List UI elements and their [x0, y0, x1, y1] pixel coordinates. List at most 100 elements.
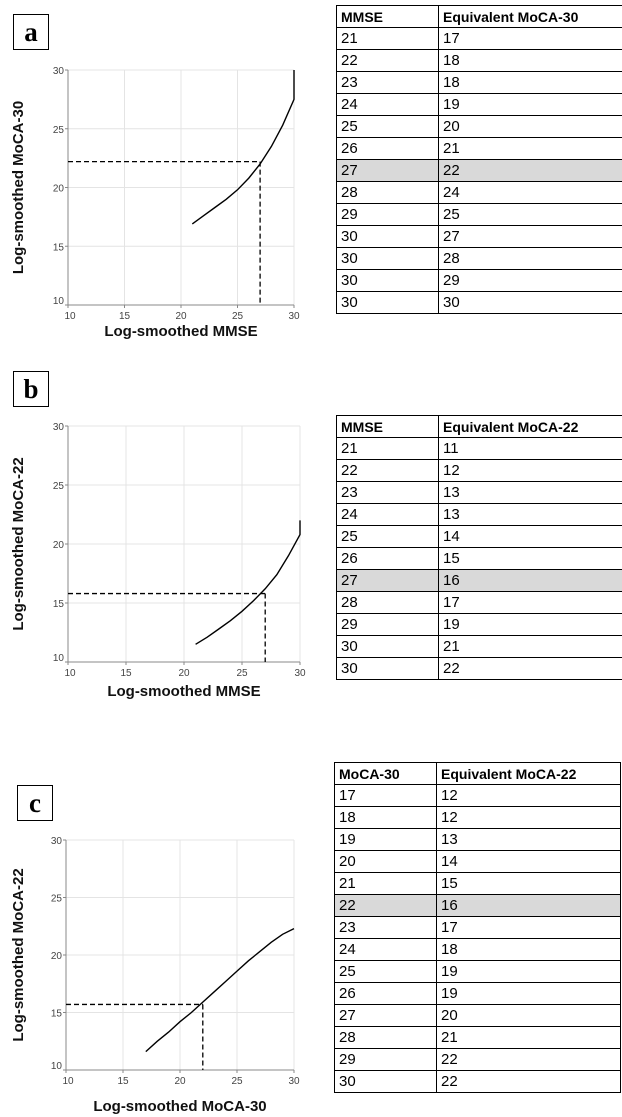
table-row: 22 12: [336, 459, 622, 482]
y-tick-label: 20: [51, 951, 63, 962]
table-row: 18 12: [334, 806, 621, 829]
table-cell: 19: [334, 828, 437, 851]
chart-c: 10 15 20 25 30 10 15 20 25 30 Log-smoothed MoCA-30…: [10, 836, 300, 1115]
table-cell: 12: [436, 806, 621, 829]
table-row: 25 20: [336, 115, 622, 138]
table-cell: 17: [438, 27, 622, 50]
table-cell: 29: [336, 203, 439, 226]
table-row: 29 22: [334, 1048, 621, 1071]
table-cell: 13: [438, 481, 622, 504]
table-header-row: MMSE Equivalent MoCA-30: [336, 5, 622, 28]
table-cell: 26: [334, 982, 437, 1005]
table-row: 23 13: [336, 481, 622, 504]
table-row: 21 15: [334, 872, 621, 895]
panel-label-a: a: [13, 14, 49, 50]
table-row: 17 12: [334, 784, 621, 807]
table-cell: 30: [438, 291, 622, 314]
table-cell: 20: [436, 1004, 621, 1027]
table-cell: 17: [334, 784, 437, 807]
table-cell: 18: [436, 938, 621, 961]
table-cell: 19: [438, 613, 622, 636]
table-header-cell: MoCA-30: [334, 762, 437, 785]
x-tick-label: 10: [64, 311, 76, 322]
table-row: 29 25: [336, 203, 622, 226]
x-tick-label: 20: [175, 311, 187, 322]
table-cell: 19: [436, 982, 621, 1005]
table-cell: 15: [438, 547, 622, 570]
table-cell: 25: [334, 960, 437, 983]
table-cell: 24: [438, 181, 622, 204]
table-cell: 27: [336, 159, 439, 182]
panel-label-c: c: [17, 785, 53, 821]
table-row: 28 17: [336, 591, 622, 614]
table-cell: 30: [336, 657, 439, 680]
table-cell: 17: [438, 591, 622, 614]
conversion-table-b: MMSE Equivalent MoCA-22 21 11 22 12 23 13 24 13 25…: [336, 415, 622, 680]
panel-label-b: b: [13, 371, 49, 407]
table-row: 23 18: [336, 71, 622, 94]
y-axis-label: Log-smoothed MoCA-30: [10, 101, 27, 274]
table-row: 27 22: [336, 159, 622, 182]
y-tick-label: 10: [51, 1061, 63, 1072]
table-row: 30 28: [336, 247, 622, 270]
table-cell: 23: [336, 481, 439, 504]
table-cell: 25: [438, 203, 622, 226]
table-row: 30 22: [336, 657, 622, 680]
y-tick-label: 30: [53, 422, 65, 433]
table-cell: 25: [336, 115, 439, 138]
conversion-table-a: MMSE Equivalent MoCA-30 21 17 22 18 23 18 24 19 25…: [336, 5, 622, 314]
table-cell: 18: [334, 806, 437, 829]
table-row: 25 14: [336, 525, 622, 548]
x-tick-label: 20: [174, 1076, 186, 1087]
table-row: 30 27: [336, 225, 622, 248]
table-cell: 22: [436, 1070, 621, 1093]
table-row: 30 29: [336, 269, 622, 292]
table-cell: 21: [438, 137, 622, 160]
table-row: 24 13: [336, 503, 622, 526]
table-cell: 22: [336, 49, 439, 72]
table-cell: 30: [336, 225, 439, 248]
table-cell: 17: [436, 916, 621, 939]
x-tick-label: 10: [62, 1076, 74, 1087]
table-cell: 23: [334, 916, 437, 939]
table-cell: 21: [438, 635, 622, 658]
table-header-cell: Equivalent MoCA-22: [436, 762, 621, 785]
y-tick-label: 10: [53, 653, 65, 664]
table-cell: 24: [336, 503, 439, 526]
x-tick-label: 25: [236, 668, 248, 679]
table-cell: 23: [336, 71, 439, 94]
table-row: 20 14: [334, 850, 621, 873]
table-cell: 21: [336, 27, 439, 50]
table-cell: 18: [438, 71, 622, 94]
table-cell: 22: [336, 459, 439, 482]
table-row: 26 15: [336, 547, 622, 570]
table-row: 30 30: [336, 291, 622, 314]
series-line: [145, 927, 295, 1053]
table-cell: 29: [336, 613, 439, 636]
table-row: 24 18: [334, 938, 621, 961]
table-header-cell: MMSE: [336, 5, 439, 28]
table-row: 25 19: [334, 960, 621, 983]
x-axis-label: Log-smoothed MoCA-30: [93, 1098, 266, 1115]
y-axis-label: Log-smoothed MoCA-22: [10, 868, 27, 1041]
table-cell: 13: [436, 828, 621, 851]
table-cell: 20: [334, 850, 437, 873]
series-line: [195, 520, 301, 645]
table-cell: 15: [436, 872, 621, 895]
table-cell: 28: [336, 181, 439, 204]
table-cell: 19: [436, 960, 621, 983]
table-cell: 11: [438, 437, 622, 460]
table-cell: 25: [336, 525, 439, 548]
table-cell: 28: [438, 247, 622, 270]
table-row: 21 17: [336, 27, 622, 50]
table-cell: 28: [334, 1026, 437, 1049]
x-tick-label: 10: [64, 668, 76, 679]
table-row: 28 24: [336, 181, 622, 204]
x-axis-label: Log-smoothed MMSE: [104, 323, 257, 340]
table-cell: 14: [438, 525, 622, 548]
table-cell: 27: [336, 569, 439, 592]
series-line: [191, 70, 295, 225]
x-axis-label: Log-smoothed MMSE: [107, 683, 260, 700]
table-row: 24 19: [336, 93, 622, 116]
x-tick-label: 20: [178, 668, 190, 679]
